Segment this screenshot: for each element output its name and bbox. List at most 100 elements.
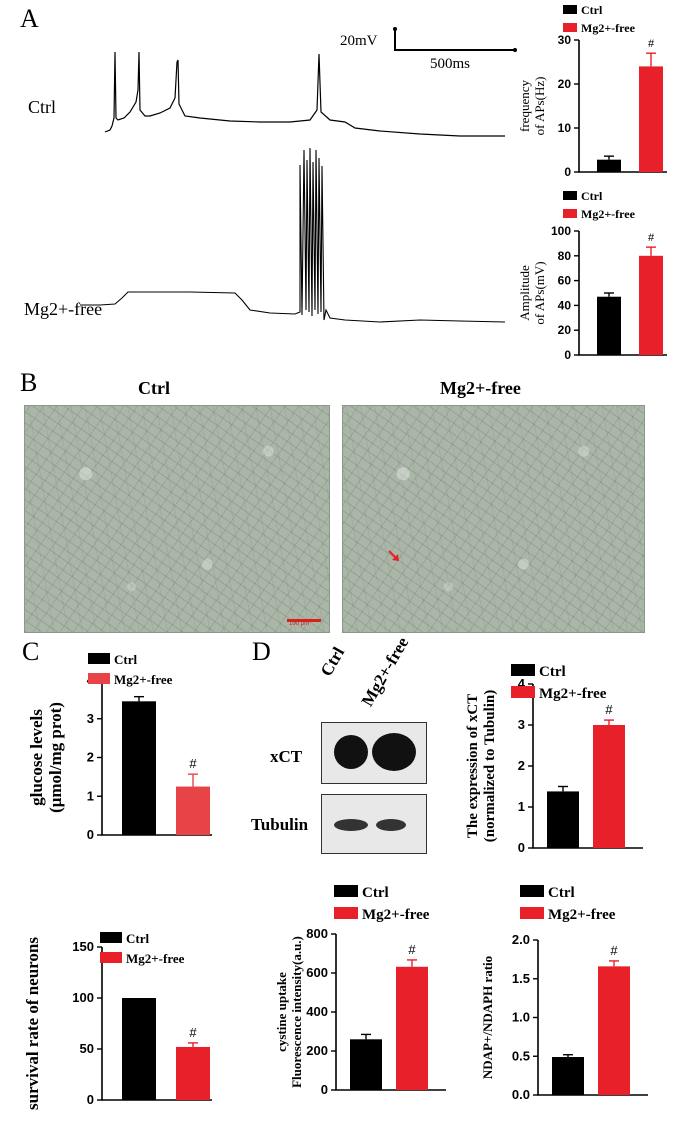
legend-label-mg: Mg2+-free xyxy=(539,686,607,702)
lane-label-ctrl: Ctrl xyxy=(316,643,349,680)
y-tick-label: 3 xyxy=(87,711,94,726)
y-axis-label: glucose levels xyxy=(27,709,46,806)
legend-swatch-mg xyxy=(88,673,110,684)
y-tick-label: 80 xyxy=(558,249,572,263)
legend-swatch-mg xyxy=(334,907,358,919)
micrograph-mg xyxy=(342,405,645,633)
y-axis-label: survival rate of neurons xyxy=(23,937,42,1110)
bar-ctrl xyxy=(552,1057,584,1095)
y-tick-label: 0 xyxy=(87,827,94,842)
bar-ctrl xyxy=(122,998,156,1100)
ap-traces xyxy=(80,27,517,323)
y-axis-label: Fluorescence intensity(a.u.) xyxy=(289,936,304,1088)
band-xct-mg xyxy=(372,733,416,771)
ctrl-trace xyxy=(104,51,505,137)
y-tick-label: 10 xyxy=(558,121,572,135)
y-axis-label: cystine uptake xyxy=(274,972,289,1052)
legend-swatch-ctrl xyxy=(563,191,577,200)
bar-ctrl xyxy=(547,791,579,848)
y-axis-label: (μmol/mg prot) xyxy=(46,702,65,813)
legend-swatch-mg xyxy=(100,952,122,963)
legend-swatch-mg xyxy=(563,23,577,32)
y-axis-label: (normalized to Tubulin) xyxy=(482,690,498,843)
y-tick-label: 400 xyxy=(306,1004,328,1019)
legend-swatch-ctrl xyxy=(88,653,110,664)
significance-mark: # xyxy=(189,756,197,771)
trace-label-ctrl: Ctrl xyxy=(28,97,57,117)
bar-mg xyxy=(639,66,663,172)
scale-time: 500ms xyxy=(430,56,471,72)
y-tick-label: 50 xyxy=(80,1041,94,1056)
y-tick-label: 2 xyxy=(87,750,94,765)
legend-swatch-ctrl xyxy=(520,885,544,897)
bar-ctrl xyxy=(597,159,621,172)
y-tick-label: 3 xyxy=(518,717,525,732)
y-tick-label: 0.0 xyxy=(512,1087,530,1102)
red-arrow-icon xyxy=(388,550,399,561)
y-axis-label: of APs(Hz) xyxy=(532,77,547,136)
legend-label-ctrl: Ctrl xyxy=(539,664,566,680)
legend-swatch-ctrl xyxy=(334,885,358,897)
y-axis-label: of APs(mV) xyxy=(532,261,547,324)
micrograph-ctrl: 100 μm xyxy=(24,405,330,633)
y-tick-label: 40 xyxy=(558,298,572,312)
bar-ctrl xyxy=(597,296,621,355)
legend-label-ctrl: Ctrl xyxy=(126,931,149,946)
legend-label-ctrl: Ctrl xyxy=(581,3,603,17)
legend-label-mg: Mg2+-free xyxy=(581,207,636,221)
chart-ndap-ratio: 0.0 0.5 1.0 1.5 2.0 # Ctrl Mg2+-free NDAP+/NDAPH… xyxy=(480,885,648,1102)
chart-ap-frequency: 0 10 20 30 # Ctrl Mg2+-free frequency of APs(Hz) xyxy=(517,3,667,179)
y-axis-label: The expression of xCT xyxy=(465,694,481,838)
panel-label-b: B xyxy=(20,368,38,397)
scale-bar-text: 100 μm xyxy=(289,621,310,627)
significance-mark: # xyxy=(648,38,655,50)
legend-label-mg: Mg2+-free xyxy=(581,21,636,35)
band-xct-ctrl xyxy=(334,735,368,769)
y-tick-label: 0 xyxy=(321,1082,328,1097)
micro-title-mg: Mg2+-free xyxy=(440,378,521,398)
panel-label-c: C xyxy=(22,637,40,666)
y-tick-label: 100 xyxy=(551,224,571,238)
bar-mg xyxy=(176,1046,210,1100)
y-tick-label: 100 xyxy=(72,990,94,1005)
trace-label-mg: Mg2+-free xyxy=(24,299,103,319)
legend-label-ctrl: Ctrl xyxy=(581,189,603,203)
blot-label-tubulin: Tubulin xyxy=(251,815,309,834)
bar-mg xyxy=(176,786,210,835)
scale-bar-red xyxy=(287,619,321,622)
band-tubulin-mg xyxy=(376,819,406,831)
blot-tubulin xyxy=(321,794,427,854)
bar-ctrl xyxy=(122,701,156,835)
y-tick-label: 200 xyxy=(306,1043,328,1058)
chart-xct-expression: 0 1 2 3 4 # Ctrl Mg2+-free The expression of xCT… xyxy=(465,664,643,855)
significance-mark: # xyxy=(605,702,613,717)
legend-swatch-mg xyxy=(520,907,544,919)
chart-cystine-uptake: 0 200 400 600 800 # Ctrl Mg2+-free cystine uptak… xyxy=(274,885,446,1097)
y-tick-label: 4 xyxy=(518,676,526,691)
legend-swatch-ctrl xyxy=(563,5,577,14)
significance-mark: # xyxy=(189,1025,197,1040)
significance-mark: # xyxy=(610,943,618,958)
legend-swatch-mg xyxy=(511,686,535,698)
y-tick-label: 800 xyxy=(306,926,328,941)
y-tick-label: 20 xyxy=(558,77,572,91)
bar-mg xyxy=(396,966,428,1090)
legend-swatch-ctrl xyxy=(511,664,535,676)
blot-xct xyxy=(321,722,427,784)
chart-ap-amplitude: 0 20 40 60 80 100 # Ctrl Mg2+-free Amplitude of AP… xyxy=(517,189,667,362)
y-tick-label: 1 xyxy=(518,799,525,814)
panel-label-a: A xyxy=(20,4,39,33)
legend-label-mg: Mg2+-free xyxy=(548,907,616,923)
scale-voltage: 20mV xyxy=(340,33,378,49)
significance-mark: # xyxy=(408,942,416,957)
y-tick-label: 2.0 xyxy=(512,932,530,947)
micro-title-ctrl: Ctrl xyxy=(138,378,170,398)
y-tick-label: 600 xyxy=(306,965,328,980)
legend-label-mg: Mg2+-free xyxy=(114,672,173,687)
bar-mg xyxy=(598,966,630,1095)
bar-ctrl xyxy=(350,1039,382,1090)
legend-label-ctrl: Ctrl xyxy=(362,885,389,901)
legend-label-ctrl: Ctrl xyxy=(114,652,137,667)
y-axis-label: frequency xyxy=(517,80,532,132)
